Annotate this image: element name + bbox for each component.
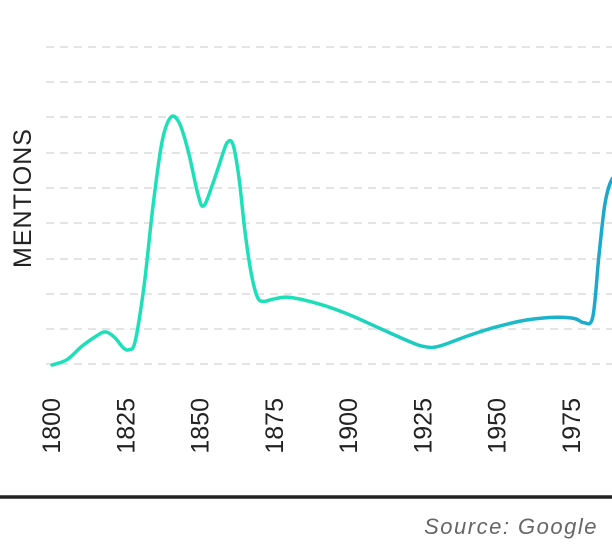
x-tick-label: 1850 (187, 398, 215, 454)
x-axis-ticks: 180018251850187519001925195019752000 (38, 398, 586, 454)
x-tick-label: 1800 (38, 398, 66, 454)
x-tick-label: 1900 (335, 398, 363, 454)
y-axis-label: MENTIONS (9, 128, 37, 268)
gridlines (46, 46, 612, 365)
x-tick-label: 1950 (484, 398, 512, 454)
x-tick-label: 1875 (261, 398, 289, 454)
source-note: Source: Google (424, 514, 598, 539)
series-group (50, 114, 612, 367)
y-axis-label-group: MENTIONS (9, 128, 37, 268)
x-tick-label: 1825 (112, 398, 140, 454)
x-tick-label: 1925 (409, 398, 437, 454)
x-tick-label: 1975 (558, 398, 586, 454)
series-line (50, 114, 612, 367)
